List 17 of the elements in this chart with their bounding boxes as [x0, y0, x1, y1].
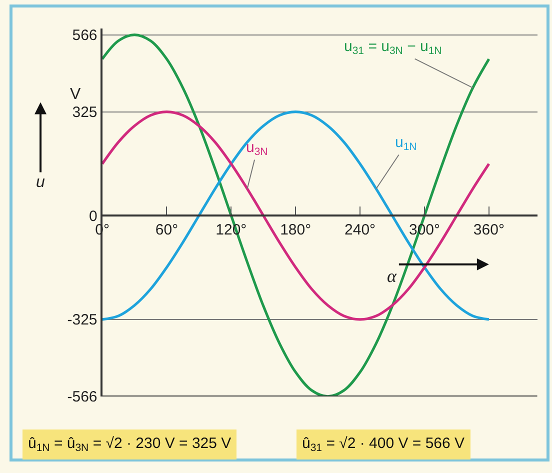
- x-tick-label: 180°: [280, 222, 312, 239]
- x-axis-title: α: [387, 266, 397, 286]
- text: u$_{1N}$: [395, 134, 417, 154]
- y-axis-title: u: [36, 174, 45, 191]
- series-label: u$_{3N}$: [246, 139, 268, 158]
- text: u$_{31}$ = u$_{3N}$ − u$_{1N}$: [344, 38, 442, 58]
- y-tick-label: -566: [67, 388, 98, 406]
- x-tick-label: 240°: [344, 222, 376, 239]
- y-tick-label: 0: [88, 208, 98, 225]
- x-tick-label: 60°: [155, 222, 178, 239]
- y-tick-label: -325: [67, 312, 98, 329]
- y-tick-label: 566: [72, 27, 98, 44]
- text: û$_{31}$ = √2 · 400 V = 566 V: [302, 435, 465, 454]
- text: û$_{1N}$ = û$_{3N}$ = √2 · 230 V = 325 V: [28, 435, 232, 454]
- text: V: [70, 86, 81, 103]
- y-tick-label: 325: [72, 104, 98, 122]
- x-tick-label: 360°: [473, 222, 504, 239]
